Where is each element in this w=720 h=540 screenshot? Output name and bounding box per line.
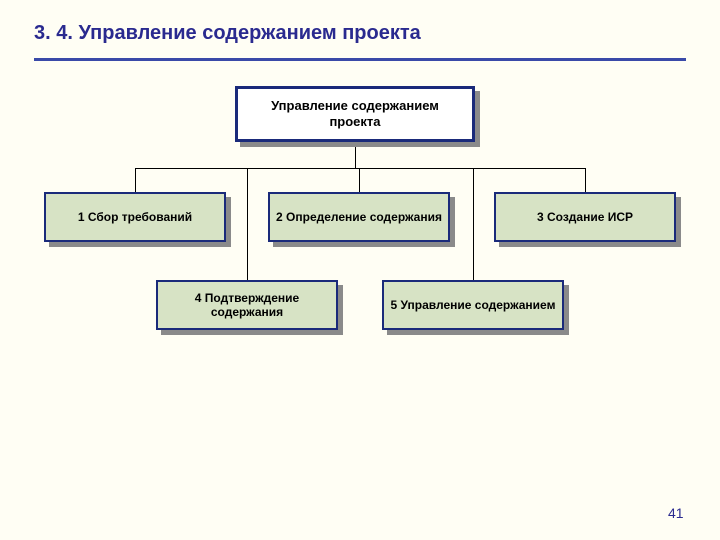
slide-title: 3. 4. Управление содержанием проекта bbox=[34, 22, 421, 45]
tree-child-label: 3 Создание ИСР bbox=[537, 210, 633, 224]
box-face: 4 Подтверждение содержания bbox=[156, 280, 338, 330]
box-face: Управление содержанием проекта bbox=[235, 86, 475, 142]
tree-child-label: 2 Определение содержания bbox=[276, 210, 442, 224]
tree-child-node: 3 Создание ИСР bbox=[494, 192, 676, 242]
connector-line bbox=[247, 168, 248, 280]
connector-line bbox=[359, 168, 360, 192]
box-face: 5 Управление содержанием bbox=[382, 280, 564, 330]
tree-child-node: 2 Определение содержания bbox=[268, 192, 450, 242]
connector-line bbox=[473, 168, 474, 280]
box-face: 3 Создание ИСР bbox=[494, 192, 676, 242]
tree-root-label: Управление содержанием проекта bbox=[244, 98, 466, 129]
connector-line bbox=[135, 168, 586, 169]
tree-child-node: 4 Подтверждение содержания bbox=[156, 280, 338, 330]
tree-child-label: 4 Подтверждение содержания bbox=[164, 291, 330, 320]
connector-line bbox=[585, 168, 586, 192]
connector-line bbox=[135, 168, 136, 192]
title-underline bbox=[34, 58, 686, 61]
tree-child-node: 1 Сбор требований bbox=[44, 192, 226, 242]
page-number: 41 bbox=[668, 505, 684, 521]
tree-child-node: 5 Управление содержанием bbox=[382, 280, 564, 330]
tree-root-node: Управление содержанием проекта bbox=[235, 86, 475, 142]
box-face: 2 Определение содержания bbox=[268, 192, 450, 242]
tree-child-label: 5 Управление содержанием bbox=[391, 298, 556, 312]
box-face: 1 Сбор требований bbox=[44, 192, 226, 242]
tree-child-label: 1 Сбор требований bbox=[78, 210, 192, 224]
